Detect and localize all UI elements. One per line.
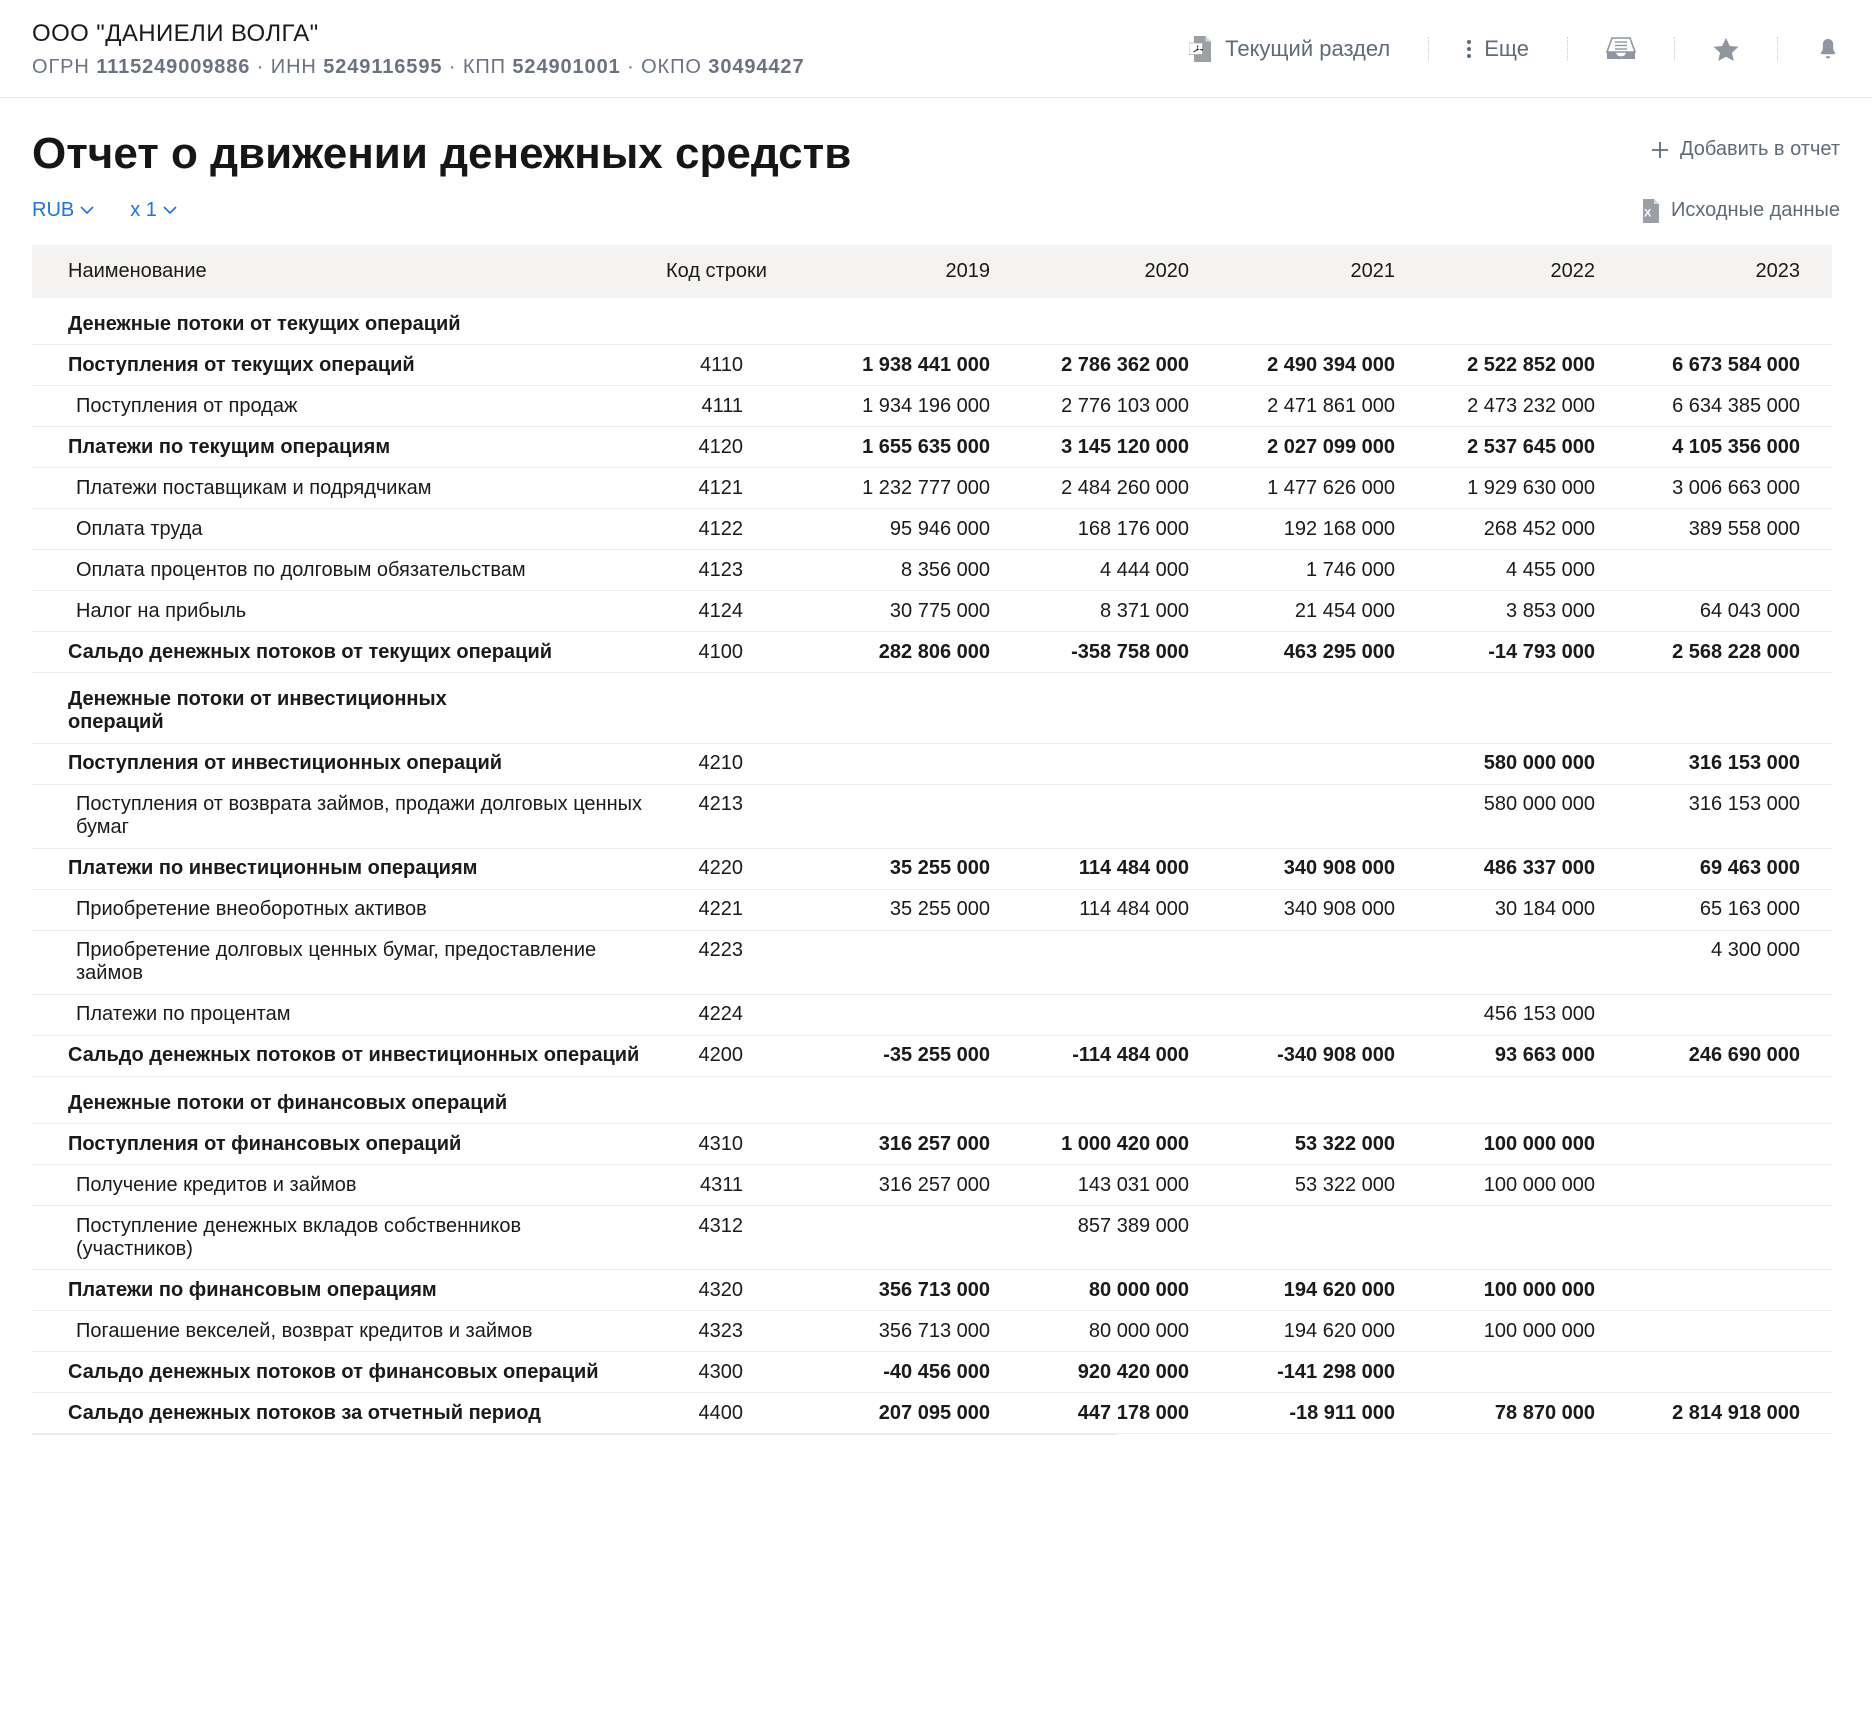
svg-text:X: X [1644,207,1652,219]
